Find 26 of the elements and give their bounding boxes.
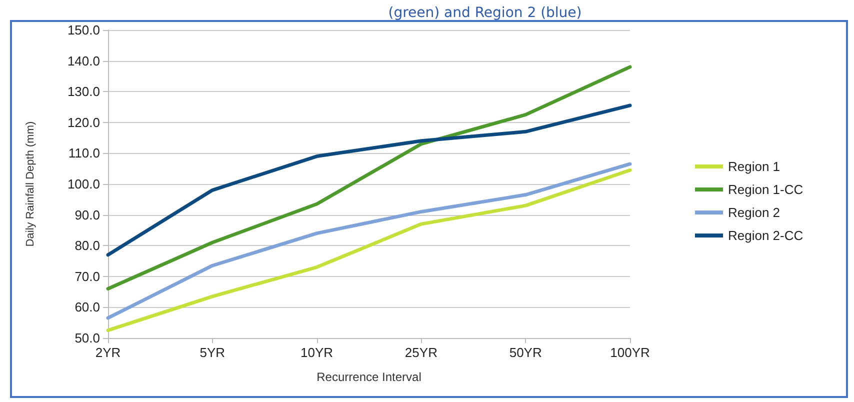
y-tick-label: 70.0: [74, 268, 100, 284]
y-tick-label: 50.0: [74, 330, 100, 346]
legend-label: Region 1: [728, 159, 780, 174]
legend-label: Region 1-CC: [728, 182, 804, 197]
x-tick-label: 100YR: [610, 345, 650, 360]
chart-title: (green) and Region 2 (blue): [388, 5, 582, 21]
line-series: [106, 104, 632, 257]
x-axis-title: Recurrence Interval: [316, 370, 422, 384]
y-tick-label: 120.0: [67, 114, 100, 130]
y-tick-label: 90.0: [74, 207, 100, 222]
y-tick-label: 100.0: [67, 176, 100, 192]
y-tick-label: 110.0: [68, 146, 100, 161]
x-tick-label: 5YR: [200, 345, 226, 360]
x-tick-label: 2YR: [95, 345, 121, 360]
line-series: [106, 65, 632, 290]
y-tick-label: 80.0: [74, 238, 100, 254]
y-tick-label: 150.0: [67, 22, 100, 38]
y-tick-label: 140.0: [67, 53, 100, 68]
y-tick-label: 60.0: [74, 300, 100, 315]
y-tick-label: 130.0: [67, 84, 100, 100]
x-tick-label: 25YR: [404, 345, 438, 360]
x-tick-label: 50YR: [509, 345, 542, 360]
x-tick-label: 10YR: [300, 345, 334, 360]
legend-label: Region 2: [728, 205, 780, 220]
legend-label: Region 2-CC: [728, 228, 804, 243]
y-axis-title: Daily Rainfall Depth (mm): [24, 121, 36, 247]
